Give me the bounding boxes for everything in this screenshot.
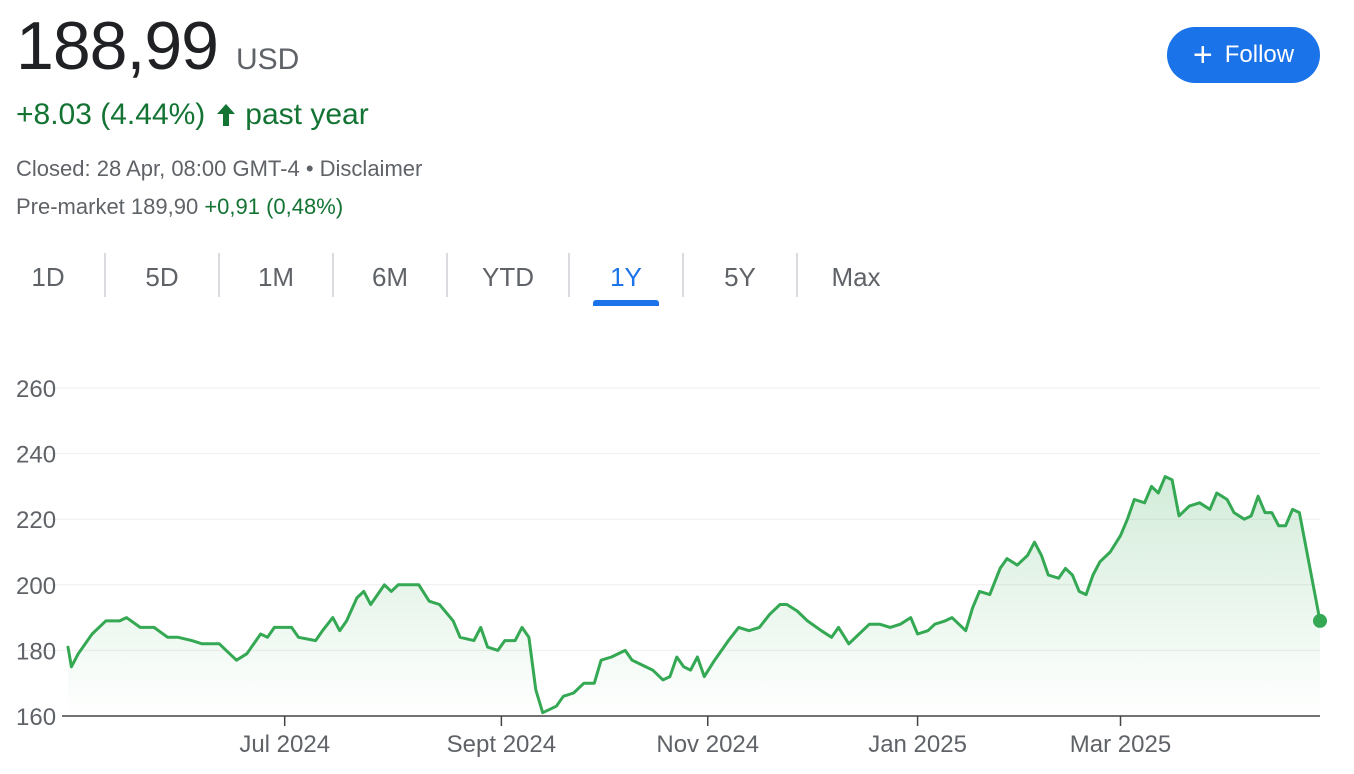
price-line bbox=[66, 475, 1322, 715]
y-tick-label: 160 bbox=[16, 704, 56, 731]
price-chart[interactable]: 160 180 200 220 240 260 Jul 2024 Sept 2024 Nov 2… bbox=[0, 360, 1354, 774]
x-tick-label: Sept 2024 bbox=[447, 731, 556, 758]
disclaimer-link[interactable]: Disclaimer bbox=[319, 156, 423, 181]
tab-ytd[interactable]: YTD bbox=[482, 261, 534, 292]
last-price-dot bbox=[1313, 613, 1327, 628]
x-tick-label: Jan 2025 bbox=[868, 731, 967, 758]
tab-divider bbox=[568, 253, 570, 297]
tab-5d[interactable]: 5D bbox=[145, 261, 179, 292]
current-price: 188,99 bbox=[16, 8, 219, 84]
price-change: +8.03 (4.44%) past year bbox=[16, 98, 369, 132]
follow-label: Follow bbox=[1224, 41, 1295, 68]
active-tab-indicator bbox=[593, 300, 659, 306]
plus-icon: + bbox=[1192, 36, 1213, 74]
premarket-info: Pre-market 189,90 +0,91 (0,48%) bbox=[16, 194, 343, 220]
change-period: past year bbox=[245, 98, 369, 131]
price-row: 188,99 USD bbox=[16, 8, 299, 84]
price-area-fill bbox=[68, 476, 1320, 716]
currency-label: USD bbox=[235, 43, 300, 76]
x-tick-label: Jul 2024 bbox=[239, 731, 330, 758]
tab-1y[interactable]: 1Y bbox=[570, 248, 682, 306]
y-tick-label: 220 bbox=[16, 507, 56, 534]
tab-6m[interactable]: 6M bbox=[371, 261, 409, 292]
x-tick-label: Mar 2025 bbox=[1070, 731, 1171, 758]
tab-1m[interactable]: 1M bbox=[257, 261, 295, 292]
tab-max[interactable]: Max bbox=[831, 261, 881, 292]
tab-divider bbox=[104, 253, 106, 297]
premarket-change: +0,91 (0,48%) bbox=[204, 194, 344, 219]
y-tick-label: 180 bbox=[16, 638, 56, 665]
tab-5y[interactable]: 5Y bbox=[724, 261, 756, 292]
tab-1d[interactable]: 1D bbox=[31, 261, 65, 292]
change-value: +8.03 (4.44%) bbox=[16, 98, 206, 131]
arrow-up-icon bbox=[217, 104, 236, 126]
tab-divider bbox=[682, 253, 684, 297]
follow-button[interactable]: + Follow bbox=[1167, 27, 1320, 83]
y-tick-label: 200 bbox=[16, 573, 56, 600]
y-tick-label: 260 bbox=[16, 376, 56, 403]
y-tick-label: 240 bbox=[16, 442, 56, 469]
closed-time: Closed: 28 Apr, 08:00 GMT-4 bbox=[16, 156, 300, 181]
tab-divider bbox=[796, 253, 798, 297]
tab-divider bbox=[332, 253, 334, 297]
x-tick-label: Nov 2024 bbox=[656, 731, 759, 758]
tab-divider bbox=[446, 253, 448, 297]
range-tabs: 1D 5D 1M 6M YTD 1Y 5Y Max bbox=[0, 248, 910, 306]
separator-dot: • bbox=[299, 156, 320, 181]
tab-divider bbox=[218, 253, 220, 297]
market-status: Closed: 28 Apr, 08:00 GMT-4 • Disclaimer bbox=[16, 156, 422, 182]
premarket-price: Pre-market 189,90 bbox=[16, 194, 199, 219]
